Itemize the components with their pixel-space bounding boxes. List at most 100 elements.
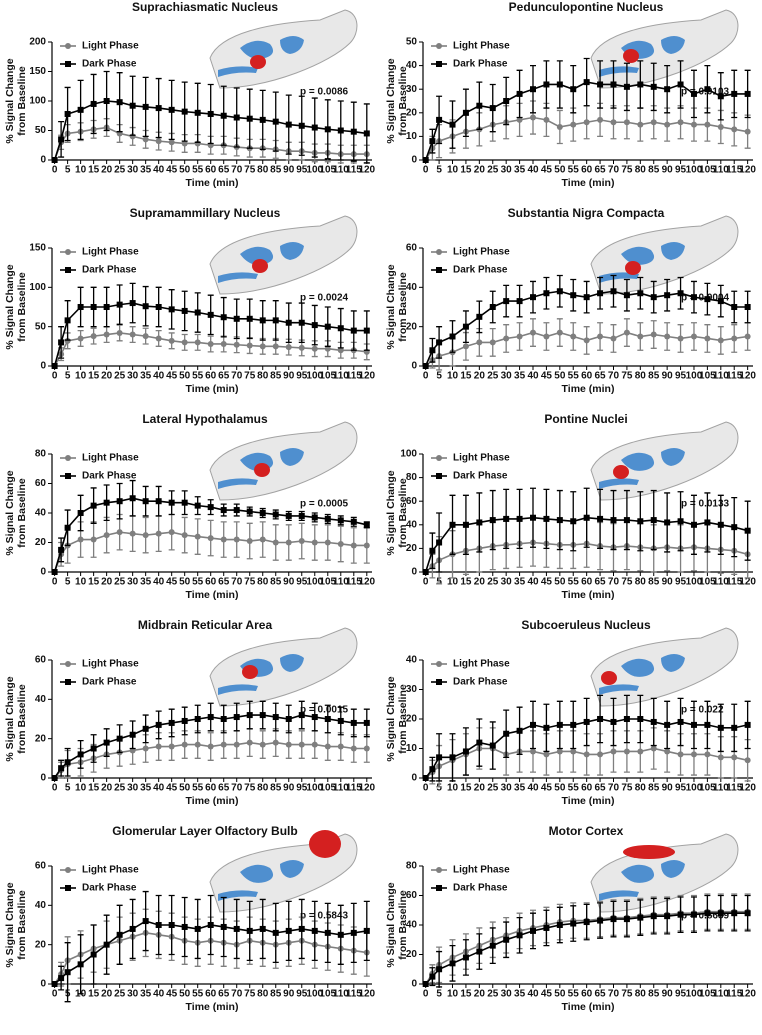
data-point	[285, 512, 292, 519]
y-tick-label: 0	[411, 567, 417, 578]
data-point	[637, 121, 644, 128]
y-tick-label: 60	[35, 861, 47, 872]
data-point	[583, 718, 590, 725]
data-point	[337, 717, 344, 724]
chart-title: Subcoeruleus Nucleus	[521, 618, 651, 632]
x-tick-label: 50	[179, 989, 191, 1000]
data-point	[311, 514, 318, 521]
data-point	[664, 333, 671, 340]
x-tick-label: 120	[358, 783, 375, 794]
data-point	[116, 329, 123, 336]
brain-region	[218, 684, 258, 695]
x-tick-label: 0	[423, 371, 429, 382]
y-axis-label: from Baseline	[16, 478, 28, 548]
x-tick-label: 60	[581, 165, 593, 176]
x-tick-label: 40	[527, 783, 539, 794]
y-tick-label: 50	[35, 321, 47, 332]
x-tick-label: 40	[153, 989, 165, 1000]
data-point	[194, 716, 201, 722]
x-tick-label: 20	[101, 989, 113, 1000]
x-tick-label: 45	[541, 989, 553, 1000]
data-point	[744, 527, 751, 534]
x-tick-label: 55	[192, 371, 204, 382]
legend-label: Light Phase	[82, 453, 139, 464]
x-tick-label: 30	[127, 577, 139, 588]
data-point	[194, 925, 201, 932]
x-tick-label: 105	[319, 371, 336, 382]
x-tick-label: 95	[296, 165, 308, 176]
data-point	[298, 925, 305, 932]
data-point	[90, 100, 97, 107]
data-point	[103, 98, 110, 104]
legend-label: Dark Phase	[453, 265, 508, 276]
chart-title: Suprachiasmatic Nucleus	[132, 0, 278, 14]
x-tick-label: 120	[739, 783, 756, 794]
data-point	[259, 536, 266, 543]
data-point	[51, 981, 58, 987]
x-tick-label: 20	[101, 165, 113, 176]
x-tick-label: 25	[487, 577, 499, 588]
highlighted-region	[613, 465, 629, 479]
data-point	[155, 743, 162, 750]
data-point	[207, 714, 214, 721]
x-tick-label: 65	[595, 371, 607, 382]
data-point	[246, 342, 253, 349]
x-tick-label: 15	[88, 165, 100, 176]
x-tick-label: 120	[358, 577, 375, 588]
x-tick-label: 70	[231, 577, 243, 588]
x-tick-label: 65	[218, 371, 230, 382]
x-tick-label: 100	[306, 371, 323, 382]
x-tick-label: 75	[244, 783, 256, 794]
data-point	[570, 86, 577, 93]
data-point	[637, 290, 644, 297]
data-point	[637, 333, 644, 340]
data-point	[142, 532, 149, 539]
data-point	[476, 313, 483, 320]
data-point	[168, 743, 175, 750]
data-point	[155, 335, 162, 342]
legend-label: Light Phase	[453, 453, 510, 464]
data-point	[350, 542, 357, 549]
y-axis-label: from Baseline	[16, 272, 28, 342]
data-point	[516, 116, 523, 123]
brain-region	[621, 452, 655, 471]
x-tick-label: 45	[166, 577, 178, 588]
legend-label: Dark Phase	[453, 471, 508, 482]
legend-label: Light Phase	[453, 865, 510, 876]
data-point	[717, 298, 724, 305]
data-point	[77, 961, 84, 968]
data-point	[650, 119, 657, 126]
x-tick-label: 30	[501, 371, 513, 382]
x-tick-label: 50	[179, 371, 191, 382]
highlighted-region	[309, 830, 341, 858]
legend-label: Dark Phase	[82, 59, 137, 70]
x-tick-label: 30	[127, 371, 139, 382]
x-tick-label: 90	[662, 783, 674, 794]
data-point	[530, 748, 536, 755]
data-point	[422, 569, 429, 575]
data-point	[650, 294, 657, 301]
data-point	[259, 925, 266, 932]
x-tick-label: 20	[101, 783, 113, 794]
data-point	[285, 319, 292, 326]
p-value: p = 0.0015	[300, 705, 349, 716]
data-point	[462, 109, 469, 116]
data-point	[489, 517, 496, 524]
data-point	[664, 121, 671, 128]
data-point	[717, 337, 724, 344]
x-tick-label: 110	[713, 577, 730, 588]
x-tick-label: 15	[88, 577, 100, 588]
data-point	[324, 743, 331, 750]
data-point	[677, 751, 684, 758]
y-axis-label: % Signal Change	[385, 882, 397, 967]
data-point	[664, 748, 671, 755]
brain-region	[661, 36, 685, 54]
data-point	[285, 741, 292, 748]
x-tick-label: 90	[283, 577, 295, 588]
data-point	[623, 292, 630, 299]
data-point	[704, 121, 711, 128]
y-tick-label: 150	[29, 243, 46, 254]
x-tick-label: 55	[192, 783, 204, 794]
data-point	[103, 739, 110, 746]
data-point	[207, 535, 214, 542]
